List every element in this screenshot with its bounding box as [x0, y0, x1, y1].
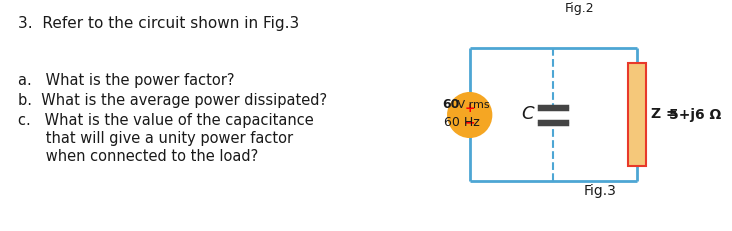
Text: 3.  Refer to the circuit shown in Fig.3: 3. Refer to the circuit shown in Fig.3 — [18, 16, 299, 31]
Text: Fig.2: Fig.2 — [565, 2, 594, 15]
Text: 60 Hz: 60 Hz — [444, 116, 480, 130]
Text: 5+j6 Ω: 5+j6 Ω — [669, 107, 722, 122]
Circle shape — [448, 93, 491, 137]
Text: b.  What is the average power dissipated?: b. What is the average power dissipated? — [18, 93, 326, 108]
Bar — [628, 63, 646, 166]
Text: that will give a unity power factor: that will give a unity power factor — [18, 131, 293, 146]
Text: 60: 60 — [442, 98, 460, 112]
Text: when connected to the load?: when connected to the load? — [18, 149, 258, 164]
Text: V rms: V rms — [454, 100, 490, 110]
Text: +: + — [464, 101, 475, 115]
Text: Fig.3: Fig.3 — [583, 184, 616, 198]
Text: −: − — [464, 115, 476, 129]
Text: Z =: Z = — [651, 107, 683, 122]
Text: a.   What is the power factor?: a. What is the power factor? — [18, 73, 234, 88]
Text: c.   What is the value of the capacitance: c. What is the value of the capacitance — [18, 113, 313, 128]
Text: C: C — [521, 105, 534, 123]
